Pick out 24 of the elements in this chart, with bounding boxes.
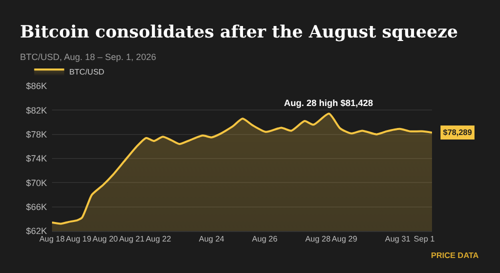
x-tick-label: Aug 28: [305, 234, 332, 244]
x-tick-label: Aug 26: [252, 234, 278, 244]
x-tick-label: Aug 29: [332, 234, 358, 244]
x-tick-label: Sep 1: [414, 234, 436, 244]
x-tick-label: Aug 21: [119, 234, 145, 244]
annotation: $78,289: [443, 128, 472, 137]
chart-title: Bitcoin consolidates after the August squeeze: [20, 22, 458, 42]
y-tick-label: $86K: [26, 81, 47, 92]
text: PRICE DATA: [431, 251, 479, 260]
y-tick-label: $66K: [26, 202, 47, 212]
legend-label: BTC/USD: [69, 68, 105, 77]
annotation: Aug. 28 high $81,428: [284, 98, 374, 108]
x-tick-label: Aug 31: [384, 234, 411, 244]
y-tick-label: $82K: [26, 105, 47, 116]
x-tick-label: Aug 19: [66, 234, 92, 244]
x-tick-label: Aug 24: [198, 234, 225, 244]
y-tick-label: $70K: [26, 178, 47, 188]
x-tick-label: Aug 18: [39, 234, 66, 244]
x-tick-label: Aug 20: [92, 234, 118, 244]
y-tick-label: $78K: [26, 129, 47, 140]
y-tick-label: $62K: [26, 226, 47, 236]
y-tick-label: $74K: [26, 154, 47, 164]
chart-subtitle: BTC/USD, Aug. 18 – Sep. 1, 2026: [20, 52, 156, 62]
x-tick-label: Aug 22: [146, 234, 172, 244]
